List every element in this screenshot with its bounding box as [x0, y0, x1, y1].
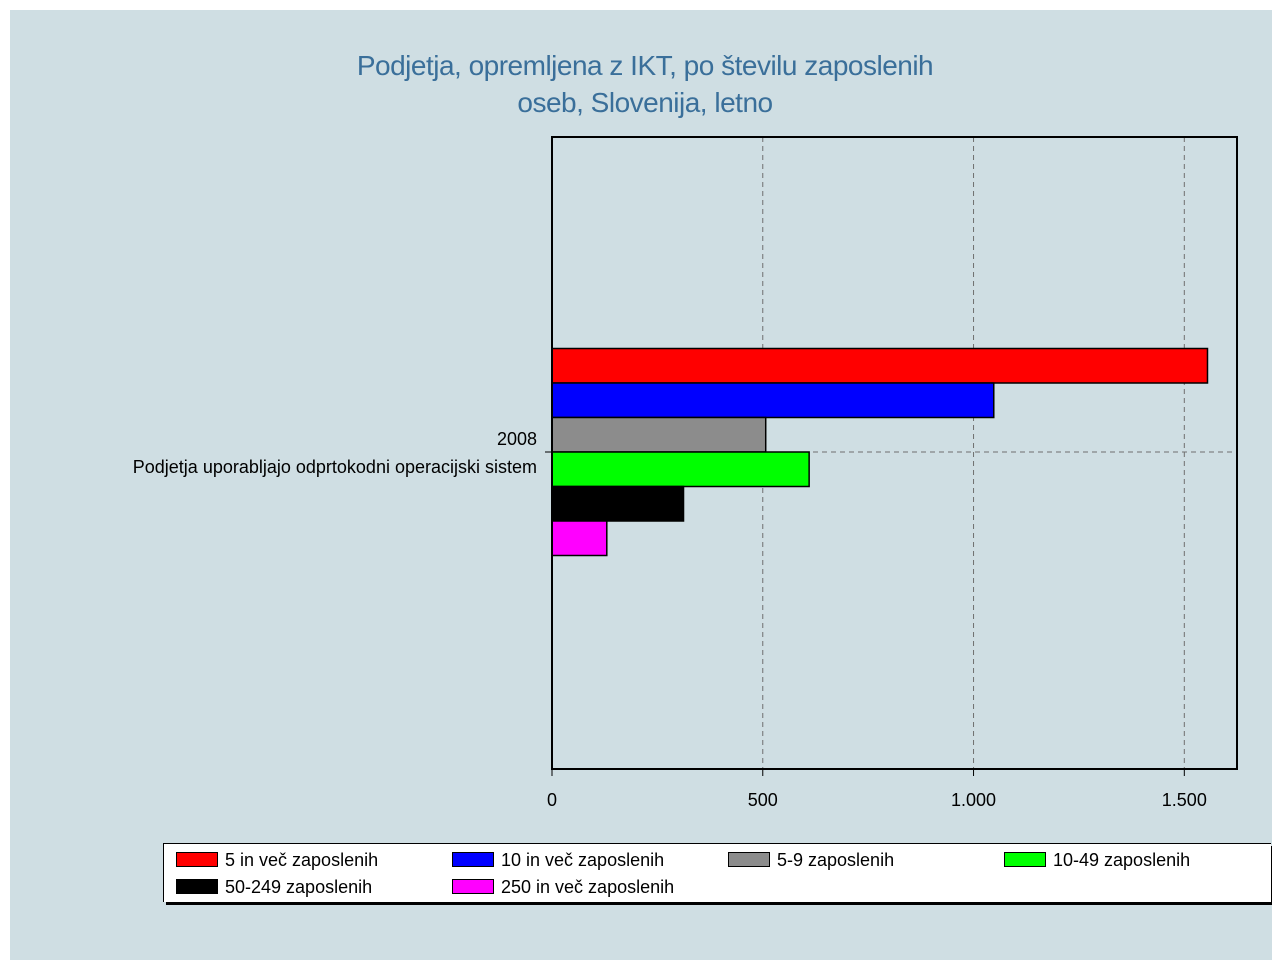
x-axis: 0 500 1.000 1.500 — [545, 451, 1207, 810]
bar-5 — [551, 485, 685, 522]
legend-swatch — [452, 879, 494, 894]
legend-swatch — [176, 879, 218, 894]
x-tick-label: 1.500 — [1162, 790, 1207, 810]
bar-1 — [551, 347, 1209, 384]
legend-swatch — [728, 852, 770, 867]
category-label-year: 2008 — [497, 429, 537, 449]
legend-swatch — [176, 852, 218, 867]
legend-label: 5-9 zaposlenih — [777, 850, 895, 870]
legend: 5 in več zaposlenih 10 in več zaposlenih 5… — [163, 843, 1271, 902]
x-tick-label: 1.000 — [951, 790, 996, 810]
bar-3 — [551, 416, 767, 453]
x-tick-label: 0 — [547, 790, 557, 810]
bar-2 — [551, 382, 995, 419]
bar-6 — [551, 520, 608, 557]
chart-title-line-2: oseb, Slovenija, letno — [517, 87, 773, 118]
legend-label: 5 in več zaposlenih — [225, 850, 379, 870]
legend-label: 10-49 zaposlenih — [1053, 850, 1191, 870]
legend-swatch — [1004, 852, 1046, 867]
bar-4 — [551, 451, 810, 488]
x-tick-label: 500 — [748, 790, 778, 810]
legend-label: 250 in več zaposlenih — [501, 877, 675, 897]
chart-title-line-1: Podjetja, opremljena z IKT, po številu z… — [356, 50, 934, 81]
bars — [551, 347, 1209, 557]
legend-label: 10 in več zaposlenih — [501, 850, 665, 870]
legend-swatch — [452, 852, 494, 867]
plot-frame — [551, 136, 1238, 770]
legend-label: 50-249 zaposlenih — [225, 877, 373, 897]
category-label-indicator: Podjetja uporabljajo odprtokodni operaci… — [133, 457, 537, 477]
